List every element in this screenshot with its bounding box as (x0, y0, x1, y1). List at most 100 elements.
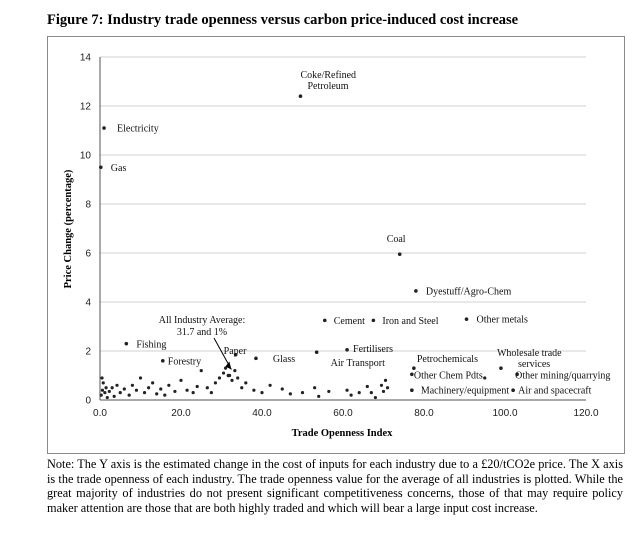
data-point (173, 389, 177, 394)
data-point (205, 386, 209, 390)
data-point (179, 378, 183, 382)
labeled-data-point (414, 289, 418, 293)
y-tick-label: 8 (85, 200, 91, 211)
data-point (127, 393, 131, 397)
data-point (99, 393, 103, 397)
point-label: Coal (387, 234, 406, 245)
y-axis-title: Price Change (percentage) (63, 169, 74, 288)
point-label: Air Transport (331, 358, 385, 369)
data-point (349, 393, 353, 397)
point-label: Forestry (168, 356, 201, 367)
data-point (385, 386, 390, 390)
data-point (260, 391, 264, 395)
data-point (300, 391, 305, 395)
data-point (327, 389, 331, 394)
data-point (252, 388, 256, 392)
data-point (107, 389, 111, 394)
x-tick-label: 40.0 (252, 408, 272, 419)
figure-title: Figure 7: Industry trade openness versus… (47, 12, 519, 28)
point-label: Fertilisers (353, 344, 393, 355)
labeled-data-point (511, 388, 515, 393)
labeled-data-point (410, 372, 414, 377)
x-tick-label: 80.0 (414, 408, 434, 419)
labeled-data-point (124, 341, 129, 346)
point-label: Wholesale trade (497, 348, 562, 359)
data-points (99, 94, 519, 400)
data-point (185, 388, 189, 392)
data-point (147, 386, 151, 390)
x-tick-label: 20.0 (171, 408, 191, 419)
chart-area-frame (47, 36, 625, 454)
data-point (163, 393, 167, 397)
point-label: Machinery/equipment (421, 386, 510, 397)
average-value-label: 31.7 and 1% (177, 327, 227, 338)
average-label: All Industry Average: (159, 315, 245, 326)
data-point (373, 395, 377, 400)
point-label: Gas (111, 163, 127, 174)
data-point (191, 391, 195, 395)
y-tick-label: 0 (85, 396, 91, 407)
y-tick-label: 10 (80, 151, 92, 162)
data-point (100, 388, 105, 392)
data-point (365, 384, 369, 389)
y-tick-label: 4 (85, 298, 91, 309)
data-point (209, 391, 213, 395)
average-arrow-head (225, 361, 232, 370)
data-point (221, 371, 226, 375)
y-tick-label: 6 (85, 249, 91, 260)
data-point (381, 389, 386, 394)
tick-labels: 0 2 4 6 8 10 12 14 0.0 20.0 40.0 60.0 80.0 100.0 120.0 (80, 53, 599, 420)
point-label: Paper (224, 346, 247, 357)
data-point (101, 381, 105, 385)
labeled-data-point (464, 317, 469, 321)
data-point (317, 394, 321, 398)
data-point (159, 387, 163, 391)
data-point (199, 369, 203, 373)
point-label: Petrochemicals (417, 354, 478, 365)
x-tick-label: 60.0 (333, 408, 353, 419)
y-tick-label: 2 (85, 347, 91, 358)
labeled-data-point (254, 356, 258, 361)
labeled-data-point (314, 350, 319, 355)
point-label: Electricity (117, 124, 159, 135)
data-point (130, 383, 134, 387)
labeled-data-point (412, 366, 416, 370)
data-point (134, 388, 139, 392)
labeled-data-point (99, 165, 103, 170)
data-point (100, 376, 104, 380)
data-point (357, 391, 361, 395)
data-point (103, 391, 107, 395)
y-tick-label: 12 (80, 102, 92, 113)
data-point (288, 392, 292, 396)
labeled-data-point (515, 372, 519, 377)
data-point (240, 386, 244, 390)
data-point (110, 386, 114, 390)
data-point (383, 378, 388, 382)
point-label: Coke/Refined (300, 70, 356, 81)
data-point (230, 378, 234, 382)
data-point (118, 391, 122, 395)
data-point (244, 381, 248, 385)
point-label: Glass (273, 354, 295, 365)
data-point (345, 388, 349, 392)
labeled-data-point (371, 318, 376, 323)
x-axis-title: Trade Openness Index (292, 428, 393, 439)
average-data-point (226, 373, 231, 378)
labeled-data-point (410, 388, 414, 393)
labeled-data-point (233, 352, 238, 357)
data-point (142, 391, 147, 395)
labeled-data-point (322, 318, 327, 323)
data-point (213, 381, 218, 385)
y-tick-label: 14 (80, 53, 92, 64)
data-point (105, 395, 109, 400)
data-point (483, 376, 487, 380)
labeled-data-point (102, 126, 106, 130)
point-label: Fishing (136, 340, 166, 351)
point-label: Iron and Steel (382, 316, 438, 327)
x-tick-label: 0.0 (93, 408, 107, 419)
data-point (155, 392, 159, 396)
labeled-data-point (298, 94, 303, 98)
data-point (236, 376, 240, 380)
